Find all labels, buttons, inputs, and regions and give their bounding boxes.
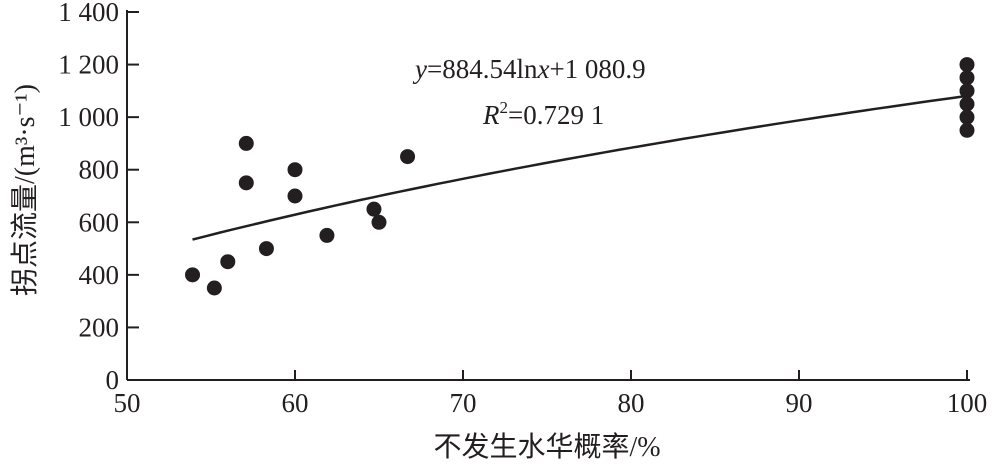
data-point — [258, 241, 274, 257]
y-axis-label: 拐点流量/(m³·s⁻¹) — [9, 84, 41, 296]
data-point — [959, 109, 975, 125]
data-point — [959, 57, 975, 73]
y-tick-label: 400 — [79, 260, 120, 290]
trendline — [192, 94, 968, 241]
data-point — [959, 122, 975, 138]
data-point — [366, 201, 382, 217]
data-point — [185, 267, 201, 283]
axes — [126, 10, 970, 381]
x-tick-label: 100 — [947, 388, 988, 418]
data-point — [959, 70, 975, 86]
data-point — [287, 162, 303, 178]
data-point — [319, 227, 335, 243]
equation-annotation: y=884.54lnx+1 080.9 — [412, 54, 646, 84]
y-tick-label: 1 200 — [58, 50, 119, 80]
y-tick-label: 1 000 — [58, 102, 119, 132]
data-point — [238, 175, 254, 191]
data-point — [371, 214, 387, 230]
y-tick-label: 0 — [106, 365, 120, 395]
data-points — [185, 57, 975, 296]
data-point — [238, 135, 254, 151]
data-point — [959, 83, 975, 99]
x-tick-label: 50 — [114, 388, 141, 418]
y-tick-label: 1 400 — [58, 0, 119, 27]
r2-annotation: R2=0.729 1 — [482, 98, 604, 130]
x-tick-label: 80 — [618, 388, 645, 418]
y-tick-label: 200 — [79, 312, 120, 342]
x-tick-label: 70 — [450, 388, 477, 418]
x-tick-label: 90 — [786, 388, 813, 418]
data-point — [287, 188, 303, 204]
y-tick-label: 800 — [79, 155, 120, 185]
x-axis-label: 不发生水华概率/% — [433, 431, 660, 463]
data-point — [220, 254, 236, 270]
data-point — [206, 280, 222, 296]
y-tick-label: 600 — [79, 207, 120, 237]
x-tick-label: 60 — [282, 388, 309, 418]
data-point — [400, 149, 416, 165]
data-point — [959, 96, 975, 112]
